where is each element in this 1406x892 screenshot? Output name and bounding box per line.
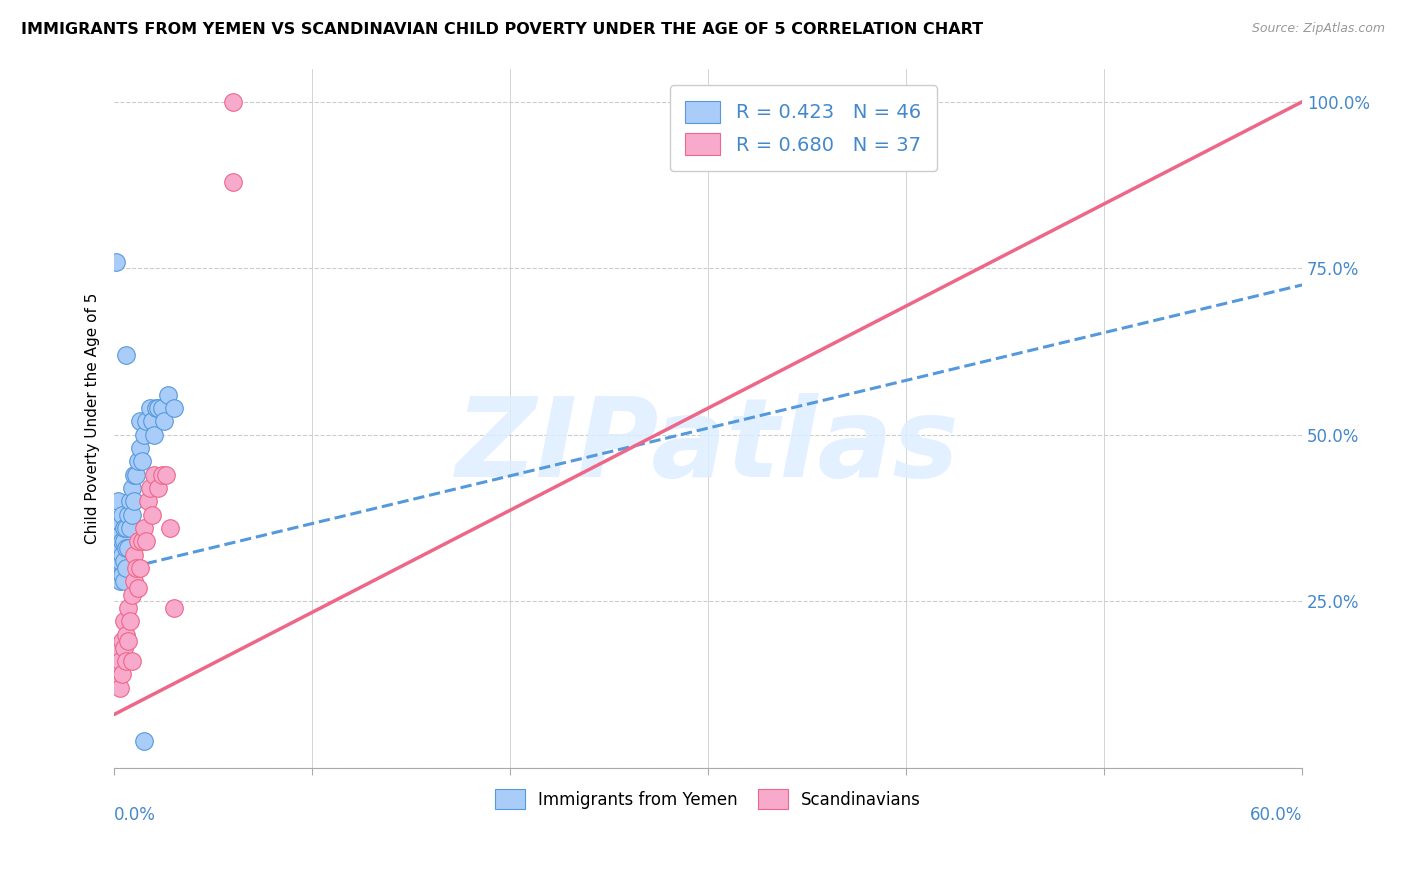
Point: [118, 494, 141, 508]
Point: [122, 548, 145, 562]
Point: [155, 467, 177, 482]
Point: [129, 414, 152, 428]
Point: [127, 534, 149, 549]
Point: [122, 467, 145, 482]
Text: ZIPatlas: ZIPatlas: [456, 392, 960, 500]
Point: [132, 427, 155, 442]
Point: [115, 521, 138, 535]
Point: [125, 561, 148, 575]
Point: [111, 667, 134, 681]
Point: [111, 634, 134, 648]
Point: [222, 175, 245, 189]
Y-axis label: Child Poverty Under the Age of 5: Child Poverty Under the Age of 5: [86, 293, 100, 544]
Point: [107, 541, 129, 555]
Point: [129, 561, 152, 575]
Point: [121, 481, 143, 495]
Point: [127, 581, 149, 595]
Point: [111, 567, 134, 582]
Text: IMMIGRANTS FROM YEMEN VS SCANDINAVIAN CHILD POVERTY UNDER THE AGE OF 5 CORRELATI: IMMIGRANTS FROM YEMEN VS SCANDINAVIAN CH…: [21, 22, 983, 37]
Point: [112, 521, 135, 535]
Point: [150, 401, 173, 416]
Point: [141, 508, 163, 522]
Point: [108, 681, 131, 695]
Point: [150, 467, 173, 482]
Point: [135, 414, 157, 428]
Point: [117, 600, 139, 615]
Point: [136, 494, 159, 508]
Point: [131, 454, 153, 468]
Point: [142, 467, 165, 482]
Point: [117, 541, 139, 555]
Text: 60.0%: 60.0%: [1250, 806, 1302, 824]
Point: [115, 348, 138, 362]
Point: [117, 508, 139, 522]
Point: [139, 401, 162, 416]
Point: [146, 481, 169, 495]
Point: [108, 527, 131, 541]
Point: [107, 514, 129, 528]
Point: [111, 534, 134, 549]
Point: [118, 521, 141, 535]
Point: [107, 494, 129, 508]
Point: [115, 561, 138, 575]
Point: [156, 388, 179, 402]
Point: [107, 661, 129, 675]
Point: [108, 554, 131, 568]
Point: [118, 614, 141, 628]
Point: [122, 574, 145, 589]
Point: [112, 640, 135, 655]
Point: [129, 441, 152, 455]
Point: [127, 454, 149, 468]
Point: [105, 527, 128, 541]
Point: [105, 667, 128, 681]
Point: [145, 401, 167, 416]
Point: [121, 508, 143, 522]
Point: [115, 541, 138, 555]
Point: [162, 401, 184, 416]
Point: [112, 554, 135, 568]
Point: [132, 521, 155, 535]
Point: [105, 648, 128, 662]
Point: [162, 600, 184, 615]
Point: [125, 467, 148, 482]
Point: [132, 734, 155, 748]
Point: [112, 534, 135, 549]
Point: [146, 401, 169, 416]
Point: [135, 534, 157, 549]
Point: [142, 427, 165, 442]
Text: Source: ZipAtlas.com: Source: ZipAtlas.com: [1251, 22, 1385, 36]
Point: [139, 481, 162, 495]
Point: [112, 614, 135, 628]
Point: [108, 654, 131, 668]
Point: [121, 588, 143, 602]
Point: [131, 534, 153, 549]
Point: [117, 634, 139, 648]
Point: [105, 554, 128, 568]
Point: [111, 508, 134, 522]
Point: [159, 521, 181, 535]
Text: 0.0%: 0.0%: [114, 806, 156, 824]
Point: [107, 640, 129, 655]
Point: [108, 574, 131, 589]
Point: [111, 548, 134, 562]
Point: [105, 254, 128, 268]
Point: [141, 414, 163, 428]
Point: [115, 627, 138, 641]
Point: [122, 494, 145, 508]
Point: [112, 574, 135, 589]
Point: [152, 414, 174, 428]
Point: [115, 654, 138, 668]
Legend: Immigrants from Yemen, Scandinavians: Immigrants from Yemen, Scandinavians: [488, 782, 928, 815]
Point: [121, 654, 143, 668]
Point: [222, 95, 245, 109]
